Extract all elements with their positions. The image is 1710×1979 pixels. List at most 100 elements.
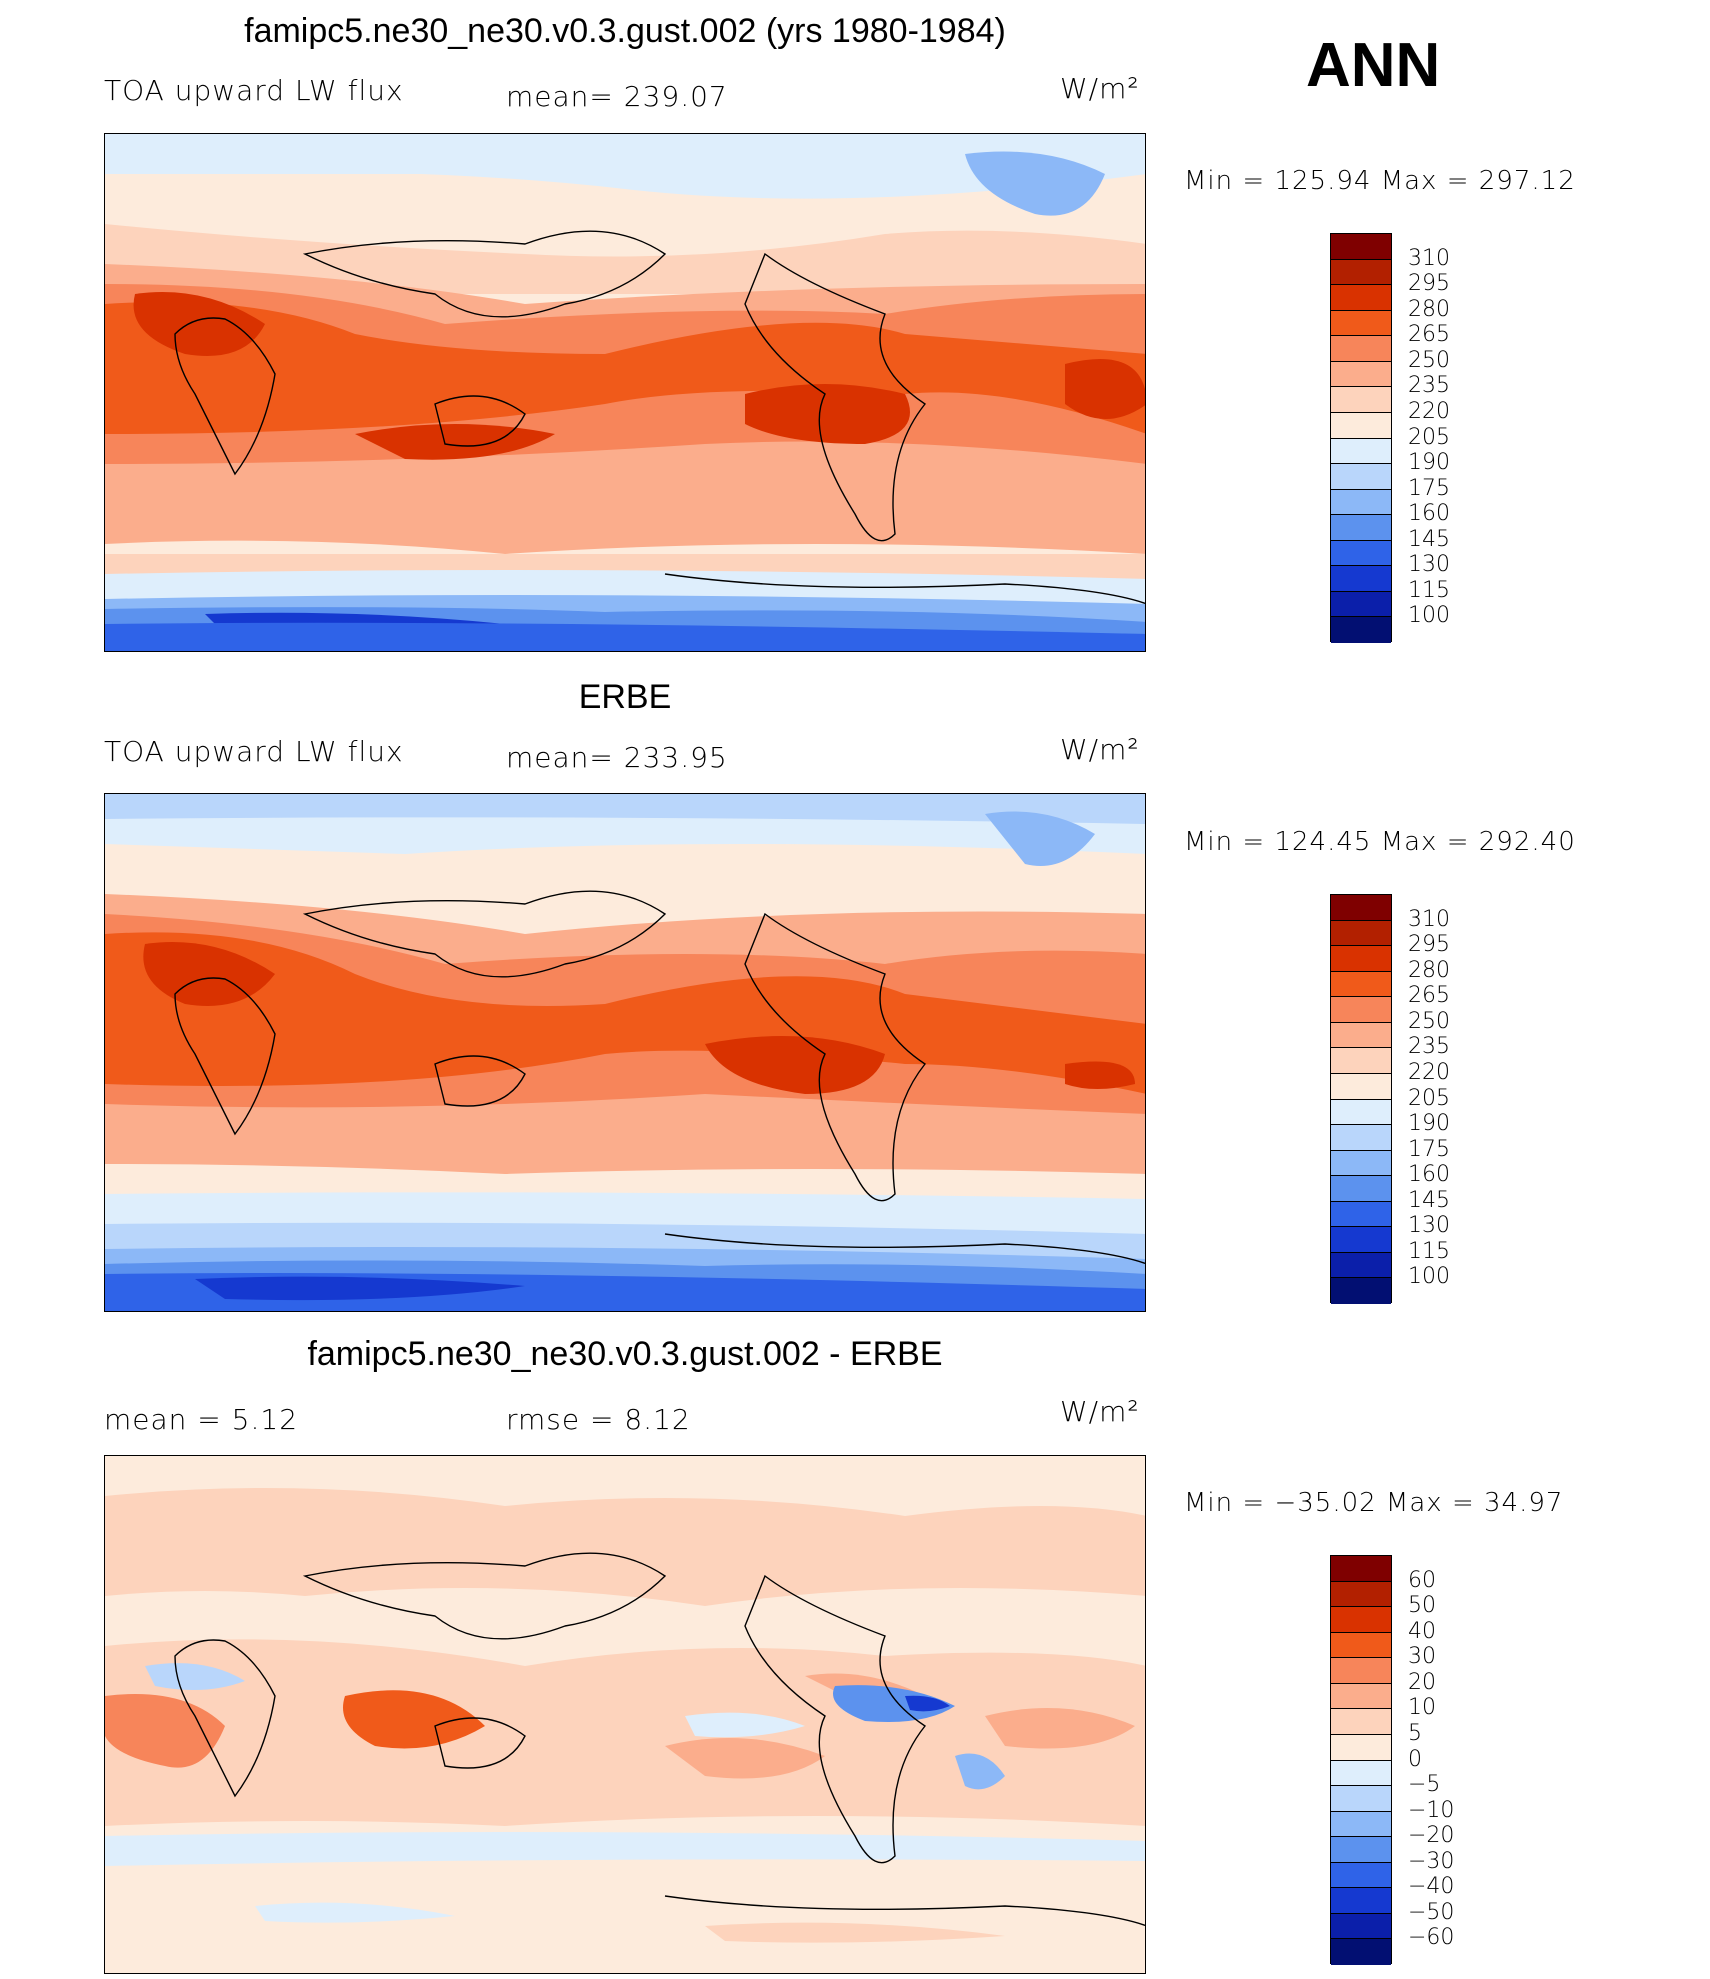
colorbar-tick-label: 190	[1408, 1111, 1450, 1137]
colorbar-tick-label: 50	[1408, 1593, 1436, 1619]
colorbar-tick-label: −50	[1408, 1899, 1455, 1925]
colorbar-segment	[1331, 1683, 1391, 1710]
panel1-map-contours	[105, 134, 1145, 651]
colorbar-tick-label: 265	[1408, 983, 1450, 1009]
colorbar-segment	[1331, 1022, 1391, 1049]
colorbar-segment	[1331, 1278, 1391, 1304]
colorbar-tick-label: 250	[1408, 347, 1450, 373]
colorbar-segment	[1331, 259, 1391, 286]
panel2-colorbar	[1330, 894, 1392, 1304]
colorbar-tick-label: 115	[1408, 1238, 1450, 1264]
colorbar-segment	[1331, 540, 1391, 567]
colorbar-segment	[1331, 1073, 1391, 1100]
colorbar-segment	[1331, 566, 1391, 592]
colorbar-tick-label: 160	[1408, 1162, 1450, 1188]
colorbar-tick-label: 295	[1408, 271, 1450, 297]
colorbar-tick-label: −60	[1408, 1925, 1455, 1951]
panel1-map	[104, 133, 1146, 652]
colorbar-tick-label: 115	[1408, 577, 1450, 603]
panel2-variable-label: TOA upward LW flux	[104, 735, 404, 768]
colorbar-tick-label: 280	[1408, 296, 1450, 322]
colorbar-segment	[1331, 1862, 1391, 1889]
colorbar-tick-label: 100	[1408, 1264, 1450, 1290]
colorbar-segment	[1331, 285, 1391, 311]
colorbar-segment	[1331, 895, 1391, 921]
colorbar-segment	[1331, 1176, 1391, 1202]
colorbar-segment	[1331, 438, 1391, 465]
colorbar-segment	[1331, 946, 1391, 972]
colorbar-tick-label: 175	[1408, 475, 1450, 501]
colorbar-segment	[1331, 387, 1391, 413]
colorbar-tick-label: 250	[1408, 1008, 1450, 1034]
colorbar-segment	[1331, 1658, 1391, 1684]
colorbar-tick-label: 30	[1408, 1644, 1436, 1670]
panel3-units-label: W/m²	[1060, 1395, 1140, 1428]
colorbar-tick-label: 205	[1408, 424, 1450, 450]
panel3-colorbar	[1330, 1555, 1392, 1965]
colorbar-segment	[1331, 1913, 1391, 1940]
colorbar-segment	[1331, 1048, 1391, 1074]
colorbar-segment	[1331, 515, 1391, 541]
colorbar-segment	[1331, 1709, 1391, 1735]
season-label: ANN	[1306, 31, 1441, 100]
colorbar-tick-label: 130	[1408, 552, 1450, 578]
colorbar-segment	[1331, 1581, 1391, 1608]
colorbar-segment	[1331, 1939, 1391, 1965]
colorbar-segment	[1331, 1201, 1391, 1228]
colorbar-tick-label: 235	[1408, 373, 1450, 399]
colorbar-segment	[1331, 310, 1391, 337]
colorbar-segment	[1331, 1786, 1391, 1812]
panel2-units-label: W/m²	[1060, 733, 1140, 766]
colorbar-segment	[1331, 997, 1391, 1023]
colorbar-segment	[1331, 971, 1391, 998]
colorbar-tick-label: 220	[1408, 398, 1450, 424]
colorbar-tick-label: 265	[1408, 322, 1450, 348]
panel2-mean-label: mean= 233.95	[506, 741, 728, 774]
colorbar-tick-label: 235	[1408, 1034, 1450, 1060]
colorbar-segment	[1331, 1252, 1391, 1279]
colorbar-segment	[1331, 1607, 1391, 1633]
colorbar-tick-label: 190	[1408, 450, 1450, 476]
colorbar-tick-label: −40	[1408, 1874, 1455, 1900]
colorbar-tick-label: −20	[1408, 1823, 1455, 1849]
colorbar-tick-label: 160	[1408, 501, 1450, 527]
panel3-rmse-label: rmse = 8.12	[506, 1403, 691, 1436]
panel1-colorbar	[1330, 233, 1392, 643]
panel2-map	[104, 793, 1146, 1312]
colorbar-segment	[1331, 1125, 1391, 1151]
panel2-map-contours	[105, 794, 1145, 1311]
panel3-mean-label: mean = 5.12	[104, 1403, 299, 1436]
panel2-minmax: Min = 124.45 Max = 292.40	[1184, 827, 1576, 857]
colorbar-segment	[1331, 920, 1391, 947]
colorbar-segment	[1331, 1099, 1391, 1126]
colorbar-segment	[1331, 617, 1391, 643]
colorbar-segment	[1331, 1734, 1391, 1761]
colorbar-tick-label: 145	[1408, 526, 1450, 552]
panel1-units-label: W/m²	[1060, 72, 1140, 105]
colorbar-tick-label: 295	[1408, 932, 1450, 958]
colorbar-segment	[1331, 464, 1391, 490]
panel1-variable-label: TOA upward LW flux	[104, 74, 404, 107]
colorbar-segment	[1331, 1150, 1391, 1177]
colorbar-segment	[1331, 1556, 1391, 1582]
colorbar-tick-label: 130	[1408, 1213, 1450, 1239]
panel3-minmax: Min = −35.02 Max = 34.97	[1184, 1488, 1564, 1518]
colorbar-tick-label: 100	[1408, 603, 1450, 629]
colorbar-segment	[1331, 1227, 1391, 1253]
colorbar-segment	[1331, 1760, 1391, 1787]
panel3-title: famipc5.ne30_ne30.v0.3.gust.002 - ERBE	[307, 1335, 943, 1373]
colorbar-tick-label: −5	[1408, 1772, 1441, 1798]
colorbar-segment	[1331, 336, 1391, 362]
colorbar-tick-label: 10	[1408, 1695, 1436, 1721]
colorbar-segment	[1331, 361, 1391, 388]
colorbar-tick-label: 220	[1408, 1059, 1450, 1085]
colorbar-tick-label: 175	[1408, 1136, 1450, 1162]
colorbar-tick-label: 145	[1408, 1187, 1450, 1213]
colorbar-segment	[1331, 591, 1391, 618]
colorbar-tick-label: 310	[1408, 906, 1450, 932]
colorbar-tick-label: −30	[1408, 1848, 1455, 1874]
colorbar-tick-label: −10	[1408, 1797, 1455, 1823]
colorbar-tick-label: 280	[1408, 957, 1450, 983]
panel3-map	[104, 1455, 1146, 1974]
colorbar-segment	[1331, 489, 1391, 516]
